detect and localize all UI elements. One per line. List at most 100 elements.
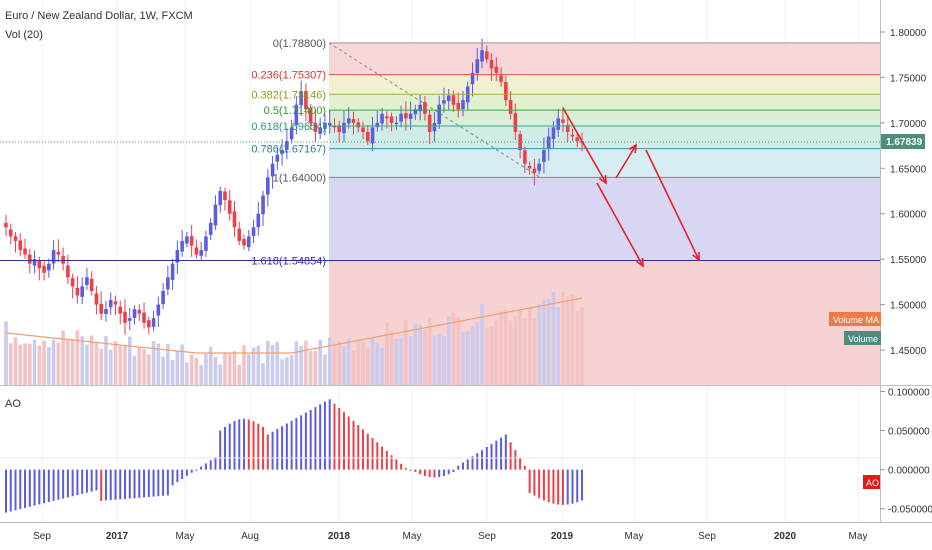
candle-body (213, 204, 218, 226)
volume-bar (542, 299, 546, 385)
ao-bar (390, 455, 393, 470)
fibonacci-zones (329, 42, 880, 385)
candle-body (147, 320, 151, 328)
candle-body (561, 119, 565, 123)
candle-body (546, 136, 551, 149)
price-tick-label: 1.80000 (890, 28, 927, 39)
ao-bar (471, 456, 474, 470)
volume-bar (270, 345, 275, 385)
candle-body (294, 104, 299, 125)
ao-title[interactable]: AO (5, 398, 21, 410)
candle-body (470, 72, 475, 85)
ao-bar (195, 469, 198, 471)
candle-body (537, 163, 541, 171)
ao-bar (181, 469, 184, 480)
ao-bar (561, 469, 564, 505)
volume-bar (127, 336, 132, 385)
volume-bar (446, 316, 451, 385)
price-tick-label: 1.75000 (890, 73, 927, 84)
ao-bar (500, 437, 503, 470)
volume-bar (189, 354, 194, 385)
volume-bar (346, 338, 351, 385)
candle-body (346, 118, 351, 124)
ao-tick-label: 0.050000 (888, 427, 930, 438)
ao-bar (147, 469, 150, 497)
volume-bar (365, 348, 370, 385)
candle-body (127, 318, 132, 321)
ao-bar (228, 423, 231, 470)
ao-bar (285, 423, 288, 470)
volume-bar (313, 350, 318, 385)
candle-body (427, 114, 432, 132)
volume-bar (451, 312, 456, 385)
volume-bar (356, 341, 361, 385)
ao-tick-label: -0.050000 (888, 505, 932, 516)
projection-arrow-line (645, 149, 700, 261)
ao-bar (209, 460, 212, 470)
volume-bar (47, 346, 51, 385)
volume-bar (94, 342, 99, 385)
ao-bar (43, 469, 46, 504)
candle-body (308, 108, 313, 123)
candle-body (351, 119, 356, 123)
volume-bar (80, 336, 84, 385)
ao-badge-label: AO (866, 478, 879, 488)
volume-indicator-label[interactable]: Vol (20) (5, 29, 43, 41)
price-axis[interactable]: 1.80000 1.75000 1.70000 1.65000 1.60000 1.550… (880, 28, 927, 357)
candle-body (23, 248, 27, 255)
ao-bar (504, 434, 507, 470)
candle-body (527, 165, 532, 169)
candle-body (123, 311, 127, 323)
candle-body (375, 122, 380, 128)
volume-bar (232, 351, 237, 385)
candle-body (232, 211, 237, 228)
price-tick-label: 1.55000 (890, 255, 927, 266)
candle-body (494, 66, 499, 73)
volume-bar (375, 342, 380, 385)
candle-body (484, 51, 489, 60)
symbol-title[interactable]: Euro / New Zealand Dollar, 1W, FXCM (5, 10, 193, 22)
volume-bar (504, 309, 508, 385)
ao-bar (552, 469, 555, 504)
ao-bar (514, 450, 517, 470)
time-axis[interactable]: Sep 2017 May Aug 2018 May Sep 2019 May Sep 2020 May (33, 531, 867, 542)
ao-bar (262, 426, 265, 470)
candle-body (289, 127, 294, 140)
volume-bar (28, 343, 32, 385)
ao-bar (557, 469, 560, 505)
candle-body (551, 127, 556, 140)
volume-bar (118, 346, 123, 385)
ao-bar (304, 412, 307, 470)
price-tick-label: 1.70000 (890, 119, 927, 130)
ao-bar (509, 442, 512, 470)
volume-bar (480, 304, 484, 385)
candle-body (94, 293, 99, 305)
ao-tick-label: 0.100000 (888, 387, 930, 398)
volume-bar (151, 340, 156, 385)
candle-body (480, 50, 484, 62)
time-tick-label: Sep (33, 531, 51, 542)
volume-bar (385, 322, 389, 385)
volume-bar (142, 349, 146, 385)
candle-body (70, 278, 75, 287)
volume-bar (351, 351, 356, 385)
projection-arrow-line (596, 182, 644, 267)
volume-bar (204, 353, 208, 385)
ao-axis[interactable]: 0.100000 0.050000 0.000000 -0.050000 (880, 387, 932, 516)
volume-bars (4, 291, 584, 385)
time-tick-label: May (849, 531, 868, 542)
volume-bar (289, 355, 294, 385)
candle-body (456, 102, 461, 110)
ao-bar (362, 429, 365, 470)
ao-bar (452, 469, 455, 473)
ao-bar (400, 463, 403, 470)
candle-body (242, 238, 246, 246)
ao-bar (190, 469, 193, 473)
candle-body (218, 191, 223, 206)
ao-bar (414, 469, 417, 473)
volume-bar (370, 336, 375, 385)
ao-bar (119, 469, 122, 500)
volume-bar (294, 341, 299, 385)
ao-bar (138, 469, 141, 498)
